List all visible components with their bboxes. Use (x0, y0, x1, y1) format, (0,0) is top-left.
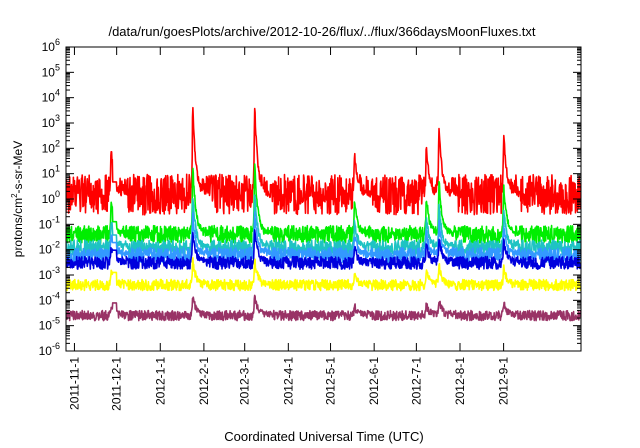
series-layer (66, 106, 581, 322)
x-tick-label: 2011-11-1 (67, 357, 81, 410)
y-tick-label: 102 (42, 138, 60, 155)
y-axis: 10-6 10-5 10-4 10-3 10-2 10-1 100 101 102 103 104 1… (39, 37, 581, 358)
series-line (66, 194, 581, 257)
series-line (66, 257, 581, 292)
y-tick-label: 10-3 (39, 265, 60, 282)
x-axis-label: Coordinated Universal Time (UTC) (224, 429, 423, 444)
y-axis-label-main: protons/cm (11, 198, 25, 257)
y-tick-label: 104 (42, 88, 60, 105)
series-line (66, 163, 581, 245)
x-tick-label: 2012-6-1 (367, 357, 381, 405)
series-line (66, 106, 581, 216)
y-tick-label: 106 (42, 37, 60, 54)
x-tick-label: 2012-1-1 (153, 357, 167, 405)
x-axis: 2011-11-1 2011-12-1 2012-1-1 2012-2-1 2012-3… (67, 47, 511, 411)
x-tick-label: 2011-12-1 (110, 357, 124, 411)
y-axis-label-rest: -s-sr-MeV (11, 141, 25, 194)
y-tick-label: 10-2 (39, 240, 60, 257)
x-tick-label: 2012-4-1 (281, 357, 295, 405)
series-line (66, 211, 581, 264)
y-tick-label: 10-1 (39, 214, 60, 231)
y-tick-label: 103 (42, 113, 60, 130)
x-tick-label: 2012-3-1 (238, 357, 252, 405)
series-line (66, 294, 581, 322)
y-axis-label: protons/cm2-s-sr-MeV (10, 141, 25, 257)
y-tick-label: 105 (42, 62, 60, 79)
series-line (66, 229, 581, 270)
y-tick-label: 100 (42, 189, 60, 206)
y-tick-label: 10-5 (39, 316, 60, 333)
x-tick-label: 2012-9-1 (497, 357, 511, 405)
x-tick-label: 2012-2-1 (197, 357, 211, 405)
y-tick-label: 10-4 (39, 290, 60, 307)
y-tick-label: 101 (42, 164, 60, 181)
y-tick-label: 10-6 (39, 341, 60, 358)
x-tick-label: 2012-8-1 (453, 357, 467, 405)
x-tick-label: 2012-5-1 (324, 357, 338, 405)
chart-title: /data/run/goesPlots/archive/2012-10-26/f… (108, 24, 535, 39)
x-tick-label: 2012-7-1 (409, 357, 423, 405)
y-axis-label-superscript: 2 (10, 193, 19, 198)
